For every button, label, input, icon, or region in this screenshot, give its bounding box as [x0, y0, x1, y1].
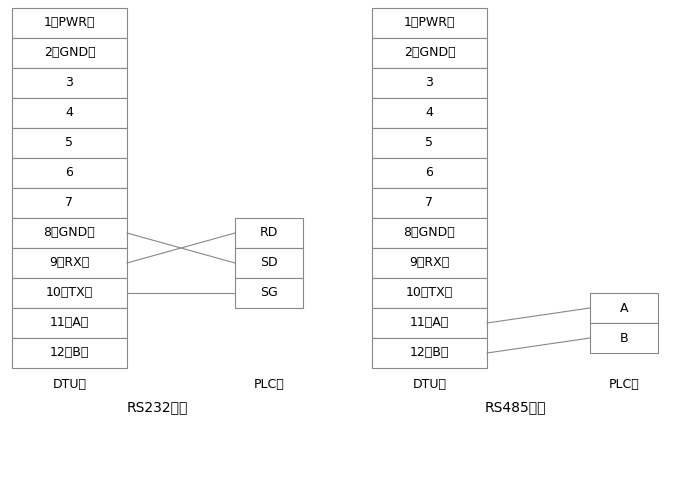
Bar [12, 8, 127, 38]
Text: 5: 5 [426, 137, 433, 149]
Bar [590, 323, 658, 353]
Text: 7: 7 [66, 197, 74, 209]
Text: SG: SG [260, 286, 278, 300]
Text: 10（TX）: 10（TX） [406, 286, 453, 300]
Bar [590, 293, 658, 323]
Bar [372, 128, 487, 158]
Text: RD: RD [260, 226, 278, 240]
Bar [12, 278, 127, 308]
Bar [12, 218, 127, 248]
Text: DTU端: DTU端 [52, 378, 87, 391]
Text: 5: 5 [66, 137, 74, 149]
Text: 3: 3 [426, 77, 433, 89]
Bar [12, 158, 127, 188]
Bar [372, 278, 487, 308]
Text: 11（A）: 11（A） [410, 317, 449, 329]
Text: PLC端: PLC端 [253, 378, 284, 391]
Bar [12, 68, 127, 98]
Bar [12, 308, 127, 338]
Bar [12, 188, 127, 218]
Bar [12, 38, 127, 68]
Text: SD: SD [260, 257, 278, 269]
Text: A: A [620, 302, 629, 314]
Bar [372, 188, 487, 218]
Text: 1（PWR）: 1（PWR） [404, 17, 455, 29]
Text: 7: 7 [426, 197, 433, 209]
Text: B: B [620, 331, 629, 345]
Bar [12, 128, 127, 158]
Bar [372, 38, 487, 68]
Bar [235, 248, 303, 278]
Text: 3: 3 [66, 77, 74, 89]
Bar [372, 218, 487, 248]
Text: 12（B）: 12（B） [410, 346, 449, 360]
Text: 8（GND）: 8（GND） [43, 226, 95, 240]
Bar [12, 338, 127, 368]
Text: PLC端: PLC端 [608, 378, 639, 391]
Bar [372, 98, 487, 128]
Text: 1（PWR）: 1（PWR） [43, 17, 95, 29]
Bar [372, 158, 487, 188]
Text: 10（TX）: 10（TX） [46, 286, 93, 300]
Text: 11（A）: 11（A） [50, 317, 89, 329]
Bar [372, 308, 487, 338]
Bar [12, 98, 127, 128]
Text: 8（GND）: 8（GND） [404, 226, 456, 240]
Text: 4: 4 [66, 106, 74, 120]
Text: 9（RX）: 9（RX） [410, 257, 449, 269]
Text: 6: 6 [426, 166, 433, 180]
Text: DTU端: DTU端 [412, 378, 447, 391]
Text: 9（RX）: 9（RX） [50, 257, 90, 269]
Bar [235, 218, 303, 248]
Bar [372, 68, 487, 98]
Text: 2（GND）: 2（GND） [43, 46, 95, 60]
Bar [372, 338, 487, 368]
Text: 4: 4 [426, 106, 433, 120]
Text: 6: 6 [66, 166, 74, 180]
Text: 2（GND）: 2（GND） [404, 46, 455, 60]
Bar [372, 8, 487, 38]
Text: RS232连接: RS232连接 [127, 400, 188, 414]
Text: RS485连接: RS485连接 [484, 400, 546, 414]
Bar [12, 248, 127, 278]
Bar [372, 248, 487, 278]
Text: 12（B）: 12（B） [50, 346, 89, 360]
Bar [235, 278, 303, 308]
